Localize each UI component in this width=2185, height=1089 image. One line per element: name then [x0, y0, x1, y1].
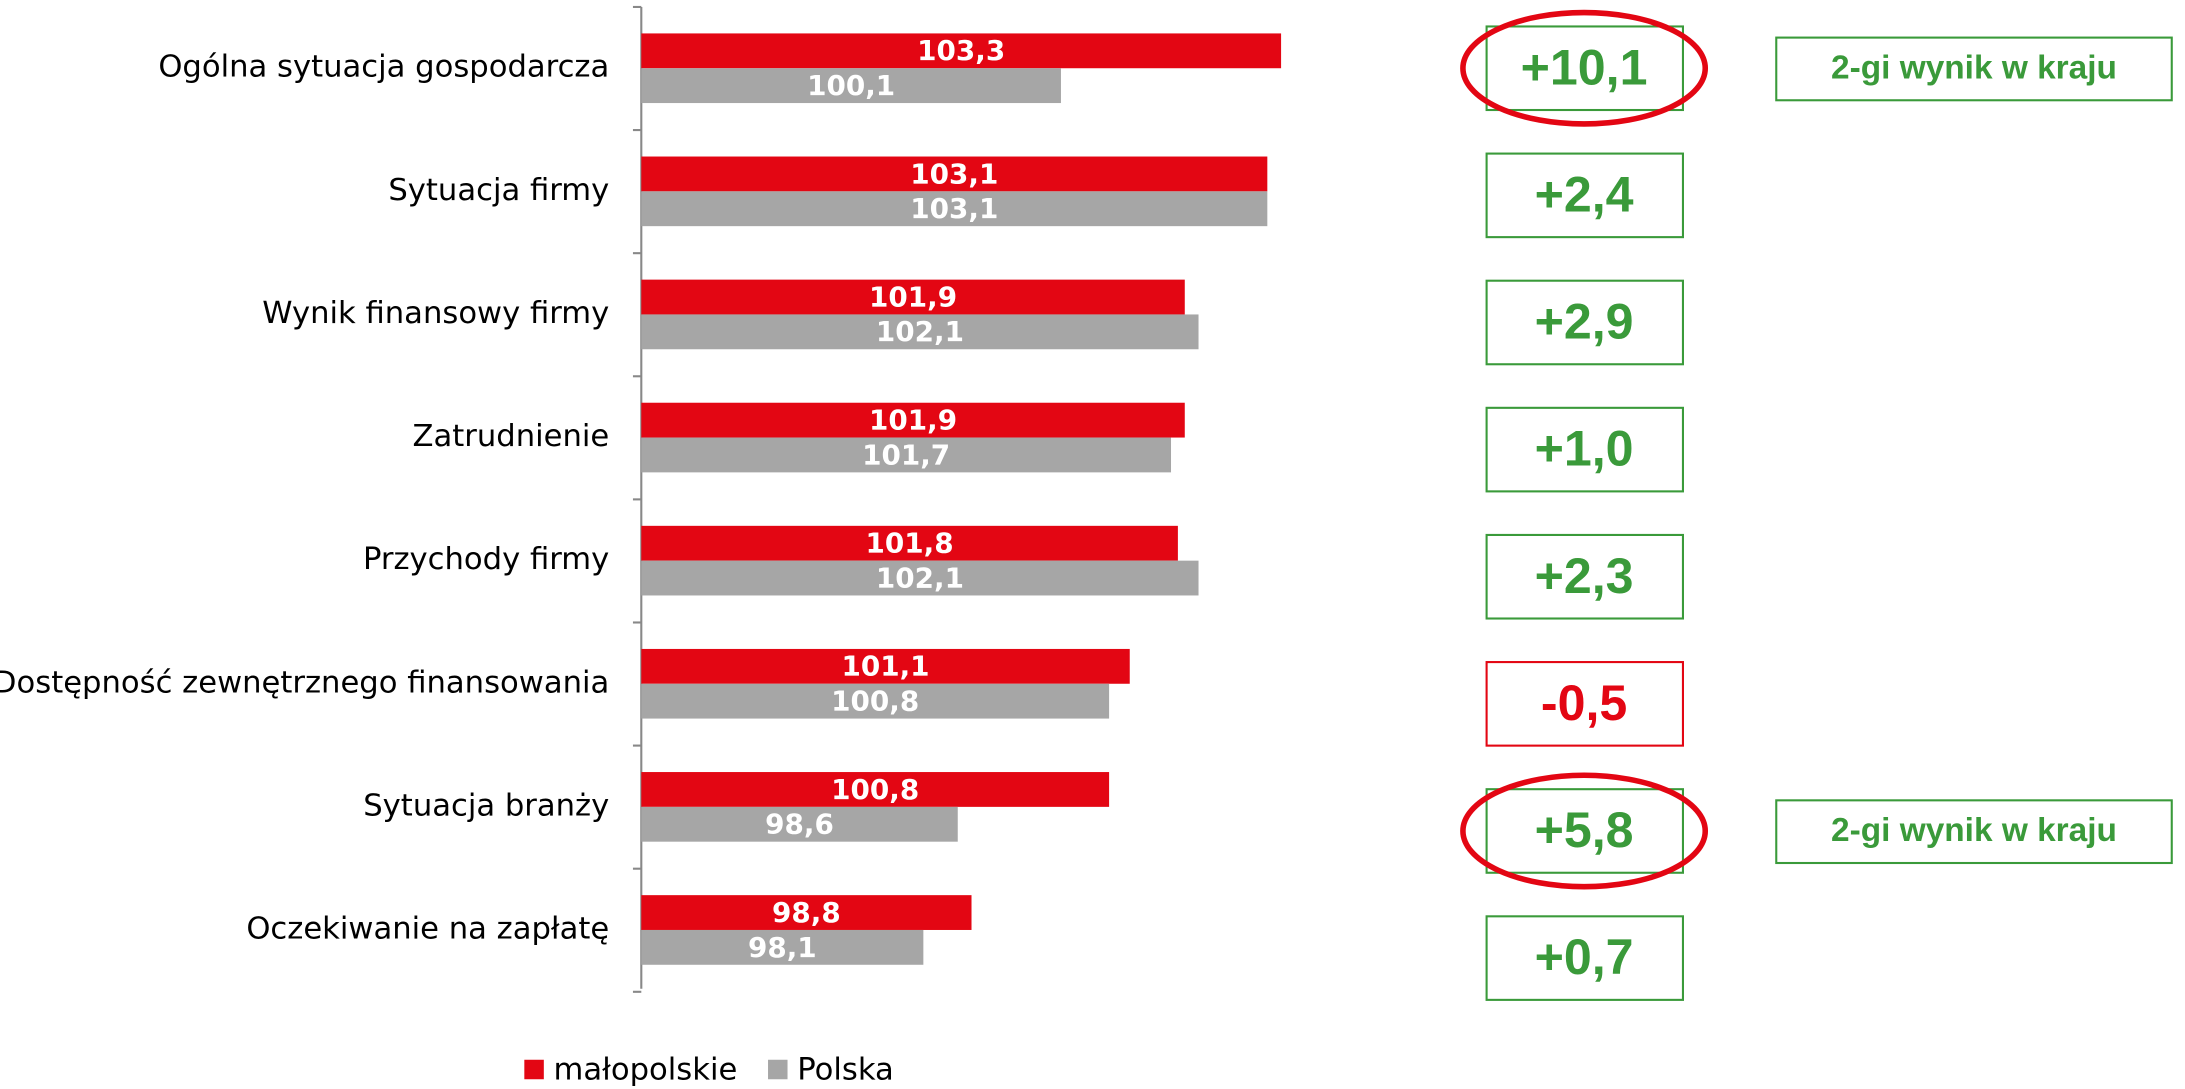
value-label: 103,1: [910, 192, 998, 225]
difference-box: [1485, 915, 1684, 1001]
value-label: 98,6: [765, 808, 834, 841]
note-label: 2-gi wynik w kraju: [1831, 812, 2117, 849]
bar: [641, 683, 1110, 719]
value-label: 98,1: [748, 931, 817, 964]
bar: [641, 525, 1178, 561]
value-label: 101,7: [862, 438, 950, 471]
legend-label: Polska: [797, 1052, 894, 1087]
difference-label: +10,1: [1521, 39, 1648, 95]
value-label: 103,3: [917, 34, 1005, 67]
category-label: Ogólna sytuacja gospodarcza: [158, 50, 609, 85]
category-label: Wynik finansowy firmy: [262, 296, 609, 331]
legend-swatch: [768, 1059, 788, 1080]
bar: [641, 929, 924, 965]
bar: [641, 806, 958, 842]
value-label: 103,1: [910, 157, 998, 190]
value-label: 98,8: [772, 896, 841, 929]
category-label: Sytuacja branży: [363, 788, 609, 823]
category-label: Oczekiwanie na zapłatę: [246, 911, 609, 946]
difference-box: [1485, 279, 1684, 366]
difference-box: [1485, 152, 1684, 239]
bar: [641, 156, 1268, 192]
value-label: 100,8: [831, 685, 919, 718]
bar: [641, 314, 1199, 350]
legend-label: małopolskie: [554, 1052, 738, 1087]
bar: [641, 895, 972, 930]
difference-label: +2,4: [1535, 166, 1634, 222]
difference-box: [1485, 788, 1684, 874]
note-label: 2-gi wynik w kraju: [1831, 49, 2117, 86]
difference-box: [1485, 25, 1684, 112]
note-box: [1775, 36, 2173, 102]
bar: [641, 279, 1185, 315]
bar: [641, 648, 1130, 684]
note-box: [1775, 799, 2173, 865]
highlight-circle: [1460, 772, 1709, 890]
bar: [641, 560, 1199, 596]
highlight-circle: [1460, 9, 1709, 127]
bar: [641, 68, 1061, 104]
category-label: Przychody firmy: [363, 542, 609, 577]
difference-label: -0,5: [1541, 675, 1627, 731]
value-label: 100,1: [807, 69, 895, 102]
difference-box: [1485, 533, 1684, 620]
difference-label: +1,0: [1535, 421, 1634, 477]
value-label: 102,1: [876, 561, 964, 594]
legend-swatch: [524, 1059, 544, 1080]
bar: [641, 772, 1110, 807]
difference-label: +5,8: [1535, 802, 1634, 858]
difference-box: [1485, 406, 1684, 493]
category-label: Dostępność zewnętrznego finansowania: [0, 665, 609, 700]
difference-box: [1485, 661, 1684, 747]
value-label: 101,8: [866, 527, 954, 560]
bar: [641, 191, 1268, 227]
value-label: 102,1: [876, 315, 964, 348]
value-label: 100,8: [831, 773, 919, 806]
difference-label: +0,7: [1535, 929, 1634, 985]
value-label: 101,9: [869, 280, 957, 313]
bar: [641, 33, 1282, 69]
bar: [641, 437, 1172, 473]
bar: [641, 402, 1185, 438]
category-label: Sytuacja firmy: [388, 173, 609, 208]
category-label: Zatrudnienie: [413, 419, 610, 454]
value-label: 101,9: [869, 404, 957, 437]
difference-label: +2,3: [1535, 548, 1634, 604]
value-label: 101,1: [841, 650, 929, 683]
difference-label: +2,9: [1535, 294, 1634, 350]
